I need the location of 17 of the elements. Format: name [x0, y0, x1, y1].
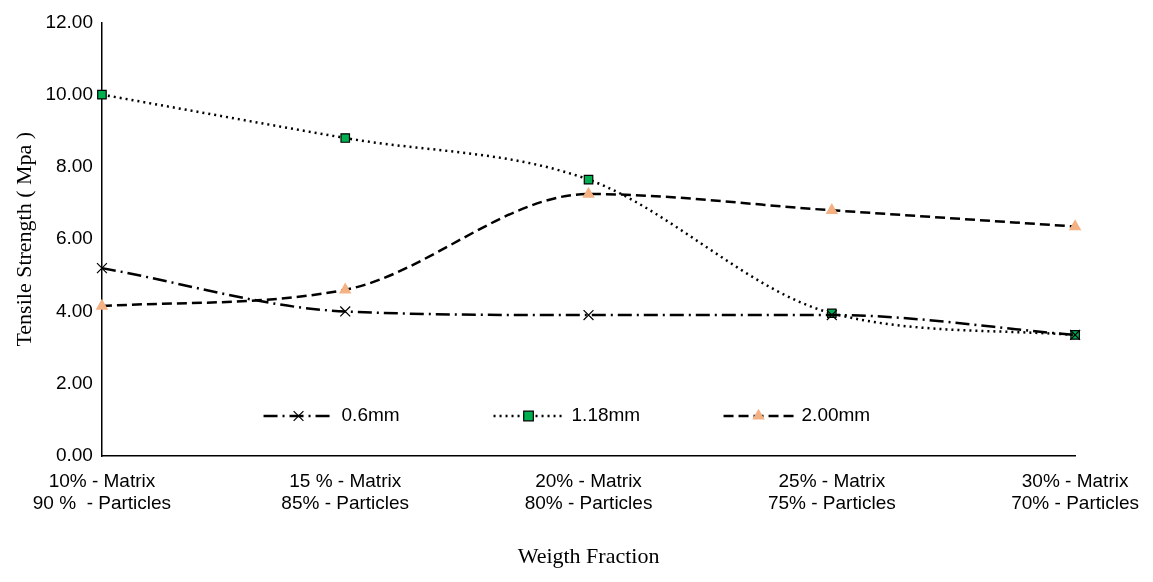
legend-label: 2.00mm	[801, 404, 871, 426]
legend-label: 1.18mm	[571, 404, 641, 426]
y-tick-label: 6.00	[55, 227, 93, 249]
y-tick-label: 12.00	[45, 10, 93, 32]
y-tick-label: 10.00	[45, 82, 93, 104]
y-tick-label: 0.00	[55, 444, 93, 466]
x-tick-label: 10% - Matrix 90 % - Particles	[32, 469, 172, 514]
y-tick-label: 2.00	[55, 371, 93, 393]
x-tick-label: 15 % - Matrix 85% - Particles	[281, 469, 410, 514]
y-tick-label: 4.00	[55, 299, 93, 321]
y-tick-label: 8.00	[55, 155, 93, 177]
x-axis-title: Weigth Fraction	[517, 542, 660, 568]
y-axis-title: Tensile Strength ( Mpa )	[10, 131, 36, 347]
x-tick-label: 30% - Matrix 70% - Particles	[1011, 469, 1140, 514]
x-tick-label: 25% - Matrix 75% - Particles	[767, 469, 896, 514]
legend-label: 0.6mm	[341, 404, 400, 426]
x-tick-label: 20% - Matrix 80% - Particles	[524, 469, 653, 514]
